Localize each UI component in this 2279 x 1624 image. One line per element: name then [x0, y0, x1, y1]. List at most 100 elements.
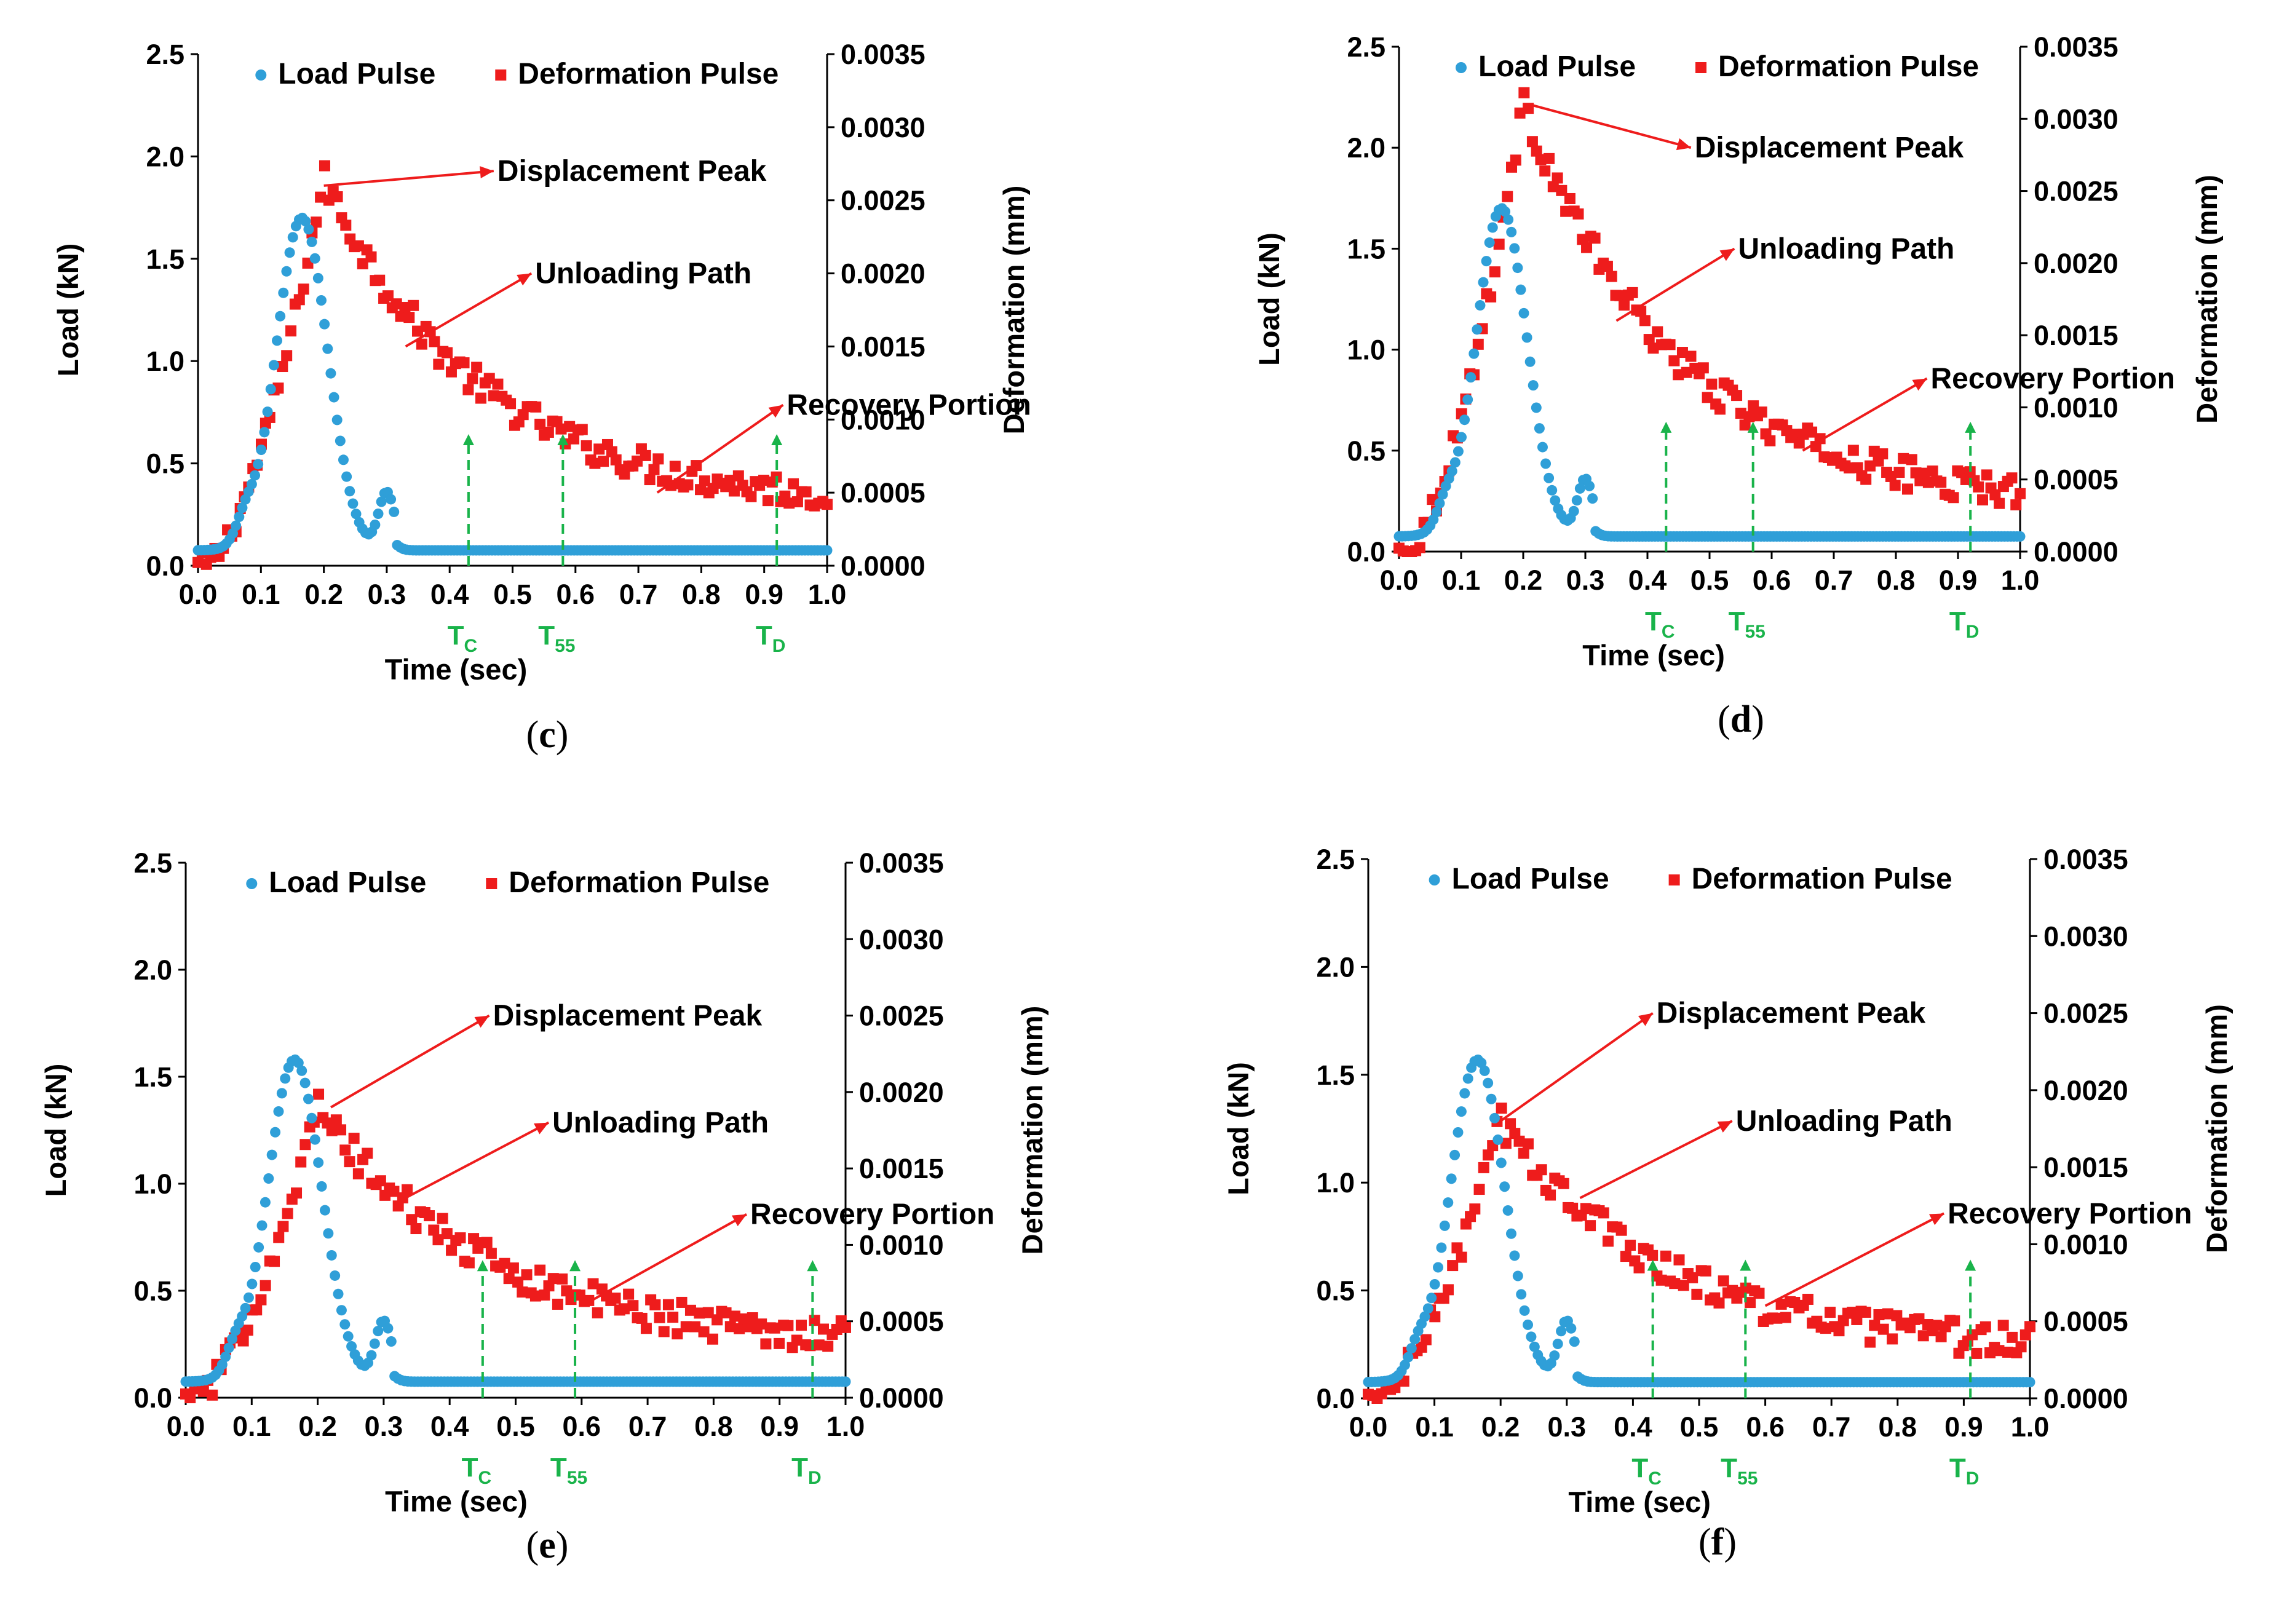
y2-axis-title: Deformation (mm) — [997, 186, 1030, 435]
deformation-point — [618, 1303, 630, 1315]
deformation-point — [623, 1288, 635, 1300]
load-point — [240, 1302, 251, 1313]
x-tick-label: 0.8 — [1879, 1411, 1917, 1443]
deformation-point — [1560, 205, 1572, 217]
deformation-point — [658, 1326, 670, 1337]
deformation-point — [242, 1325, 253, 1336]
load-point — [1496, 1157, 1507, 1168]
deformation-point — [640, 1323, 652, 1334]
deformation-point — [1935, 1331, 1947, 1342]
load-point — [253, 1242, 264, 1253]
x-tick-label: 0.9 — [1939, 564, 1978, 596]
y-tick-label: 1.5 — [146, 244, 184, 275]
deformation-point — [695, 484, 707, 496]
load-point — [1446, 465, 1457, 477]
load-point — [1468, 348, 1480, 359]
y2-tick-label: 0.0020 — [2043, 1075, 2128, 1106]
deformation-point — [331, 191, 343, 203]
load-point — [1534, 423, 1545, 434]
load-point — [1524, 356, 1536, 367]
load-point — [275, 311, 286, 322]
load-point — [1552, 1338, 1563, 1349]
deformation-point — [237, 1335, 249, 1347]
deformation-point — [273, 1232, 285, 1243]
load-point — [1472, 324, 1483, 335]
deformation-point — [390, 298, 402, 310]
deformation-point — [492, 378, 504, 390]
x-tick-label: 0.0 — [1380, 564, 1419, 596]
time-marker-label: TD — [791, 1452, 822, 1488]
y2-tick-label: 0.0000 — [841, 550, 925, 582]
load-point — [260, 1197, 271, 1208]
legend-load-marker — [246, 878, 258, 889]
time-marker-label: TD — [1949, 1453, 1980, 1489]
deformation-point — [1681, 366, 1692, 378]
annotation-arrowhead — [517, 273, 532, 286]
deformation-point — [795, 1320, 807, 1331]
deformation-point — [1948, 492, 1959, 504]
deformation-point — [1522, 1138, 1534, 1150]
deformation-point — [724, 1321, 736, 1333]
deformation-point — [1535, 154, 1547, 165]
load-point — [1492, 1134, 1504, 1145]
x-tick-label: 1.0 — [2001, 564, 2040, 596]
load-point — [1431, 507, 1442, 518]
legend-deformation-marker — [1695, 62, 1706, 73]
deformation-point — [1885, 470, 1897, 482]
deformation-point — [783, 497, 795, 509]
load-point — [306, 236, 317, 247]
deformation-point — [822, 1341, 834, 1352]
load-point — [1584, 480, 1595, 491]
deformation-point — [1780, 1312, 1791, 1323]
load-point — [325, 368, 336, 379]
load-point — [278, 287, 289, 298]
load-point — [335, 435, 346, 446]
deformation-point — [662, 1299, 674, 1310]
x-tick-label: 0.2 — [298, 1411, 337, 1442]
load-point — [1465, 372, 1476, 383]
legend: Load Pulse Deformation Pulse — [1429, 863, 1952, 895]
x-tick-label: 0.6 — [1753, 564, 1791, 596]
load-point — [1426, 1293, 1437, 1304]
load-series — [1393, 203, 2026, 542]
deformation-point — [1615, 1224, 1627, 1236]
deformation-point — [1997, 1320, 2009, 1331]
deformation-point — [1496, 1103, 1507, 1114]
deformation-point — [352, 240, 364, 252]
deformation-point — [648, 464, 660, 475]
load-point — [296, 1065, 307, 1076]
load-point — [268, 360, 279, 371]
deformation-point — [1676, 347, 1688, 358]
annotation-label: Recovery Portion — [750, 1198, 994, 1231]
deformation-point — [707, 483, 719, 494]
deformation-point — [1860, 473, 1872, 485]
deformation-point — [1601, 260, 1613, 272]
deformation-point — [1627, 287, 1638, 298]
deformation-point — [1917, 1330, 1929, 1342]
time-marker-arrowhead — [557, 434, 569, 446]
legend-deformation-label: Deformation Pulse — [518, 58, 779, 90]
deformation-point — [1602, 1235, 1614, 1247]
y2-tick-label: 0.0005 — [2043, 1306, 2128, 1337]
load-point — [1406, 1343, 1417, 1354]
y-tick-label: 0.0 — [146, 550, 184, 582]
deformation-point — [1456, 1251, 1467, 1263]
annotation-arrowhead — [731, 1214, 747, 1227]
annotation-arrow — [1802, 377, 1928, 452]
annotation-label: Unloading Path — [1738, 232, 1954, 265]
deformation-point — [672, 1328, 683, 1340]
load-point — [1512, 263, 1523, 274]
annotation-arrowhead — [1928, 1213, 1944, 1226]
time-marker-subscript: 55 — [1745, 622, 1765, 642]
time-marker-subscript: 55 — [1737, 1468, 1758, 1489]
deformation-point — [192, 557, 204, 568]
load-point — [237, 1311, 248, 1322]
x-tick-label: 0.0 — [179, 579, 218, 610]
x-axis-title: Time (sec) — [385, 1485, 528, 1518]
load-point — [322, 343, 333, 354]
deformation-point — [610, 454, 622, 465]
load-point — [1528, 380, 1539, 391]
deformation-point — [593, 443, 605, 455]
deformation-point — [335, 1124, 347, 1136]
deformation-point — [299, 1139, 311, 1151]
